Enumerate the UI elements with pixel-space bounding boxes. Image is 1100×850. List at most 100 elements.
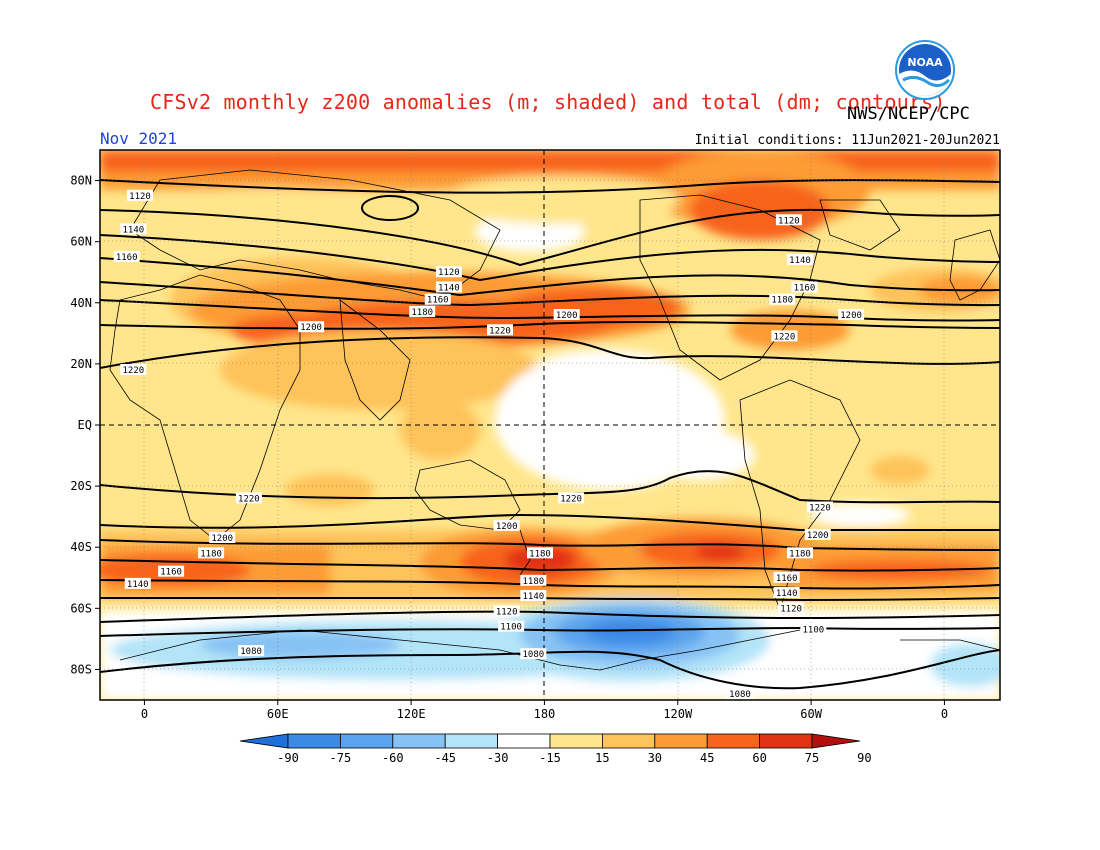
contour-label: 1220 (122, 366, 144, 376)
contour-label: 1160 (794, 284, 816, 294)
lon-tick-label: 0 (941, 707, 948, 721)
contour-label: 1200 (840, 311, 862, 321)
latitude-axis: 80N 60N 40N 20N EQ 20S 40S 60S 80S (70, 174, 100, 676)
colorbar-box (549, 733, 603, 749)
contour-label-box (498, 620, 525, 632)
contour-label-box (124, 577, 151, 589)
colorbar-box (602, 733, 656, 749)
initial-conditions: Initial conditions: 11Jun2021-20Jun2021 (694, 133, 1000, 148)
contour-label: 1180 (411, 308, 433, 318)
contour-label-box (238, 645, 265, 657)
chart-title: CFSv2 monthly z200 anomalies (m; shaded)… (150, 90, 946, 114)
lon-tick-label: 120E (397, 707, 426, 721)
contour-label-box (298, 321, 325, 333)
colorbar-label: 15 (595, 751, 609, 765)
lat-tick-label: 40S (70, 540, 92, 554)
contour-label-box (435, 266, 462, 278)
colorbar-label: 75 (805, 751, 819, 765)
contour-label-box (773, 571, 800, 583)
contour-label: 1140 (122, 225, 144, 235)
contour-label-box (838, 309, 865, 320)
contour-label: 1160 (776, 574, 798, 584)
contour-label: 1180 (771, 296, 793, 306)
contour-label: 1200 (556, 311, 578, 321)
contour-label: 1200 (300, 323, 322, 333)
contour-label-box (778, 602, 805, 614)
colorbar-label: -60 (382, 751, 404, 765)
colorbar-box (444, 733, 499, 749)
contour-label: 1200 (211, 534, 233, 544)
contour-label-box (727, 687, 753, 699)
contour-label: 1220 (774, 332, 796, 342)
contour-label: 1180 (529, 549, 551, 559)
contour-label: 1080 (522, 650, 544, 660)
lon-tick-label: 0 (141, 707, 148, 721)
contour-label-box (558, 492, 585, 504)
lat-tick-label: 80N (70, 174, 92, 188)
contour-label: 1120 (778, 216, 800, 226)
contour-label: 1200 (807, 531, 829, 541)
forecast-month: Nov 2021 (100, 129, 178, 148)
reference-lines (100, 150, 1000, 700)
lon-tick-label: 120W (663, 707, 693, 721)
colorbar-label: -45 (434, 751, 456, 765)
contour-label: 1100 (802, 626, 824, 636)
contour-label: 1100 (500, 623, 522, 633)
colorbar-label: -15 (539, 751, 561, 765)
colorbar-box (654, 733, 708, 749)
contour-label: 1140 (776, 589, 798, 599)
colorbar-arrow-left (239, 733, 289, 749)
contour-label-box (800, 623, 827, 635)
colorbar-label: -90 (277, 751, 299, 765)
contour-label: 1180 (522, 577, 544, 587)
contour-label-box (435, 281, 462, 293)
contour-label: 1160 (116, 253, 138, 263)
colorbar-box (287, 733, 341, 749)
colorbar-label: -30 (487, 751, 509, 765)
contour-label: 1140 (438, 284, 460, 294)
noaa-logo: NOAA (895, 40, 955, 100)
contour-label-box (127, 189, 153, 201)
colorbar-box (497, 733, 551, 749)
colorbar-label: 30 (648, 751, 662, 765)
lat-tick-label: 80S (70, 662, 92, 676)
contour-label-box (773, 587, 800, 599)
contour-label: 1160 (427, 296, 449, 306)
contour-label-box (120, 364, 147, 375)
contour-label: 1180 (200, 549, 222, 559)
contour-label-box (769, 293, 796, 305)
colorbar-box (392, 733, 446, 749)
lon-tick-label: 60W (800, 707, 822, 721)
contour-label: 1080 (240, 647, 262, 657)
contour-label-box (775, 214, 802, 226)
contour-label: 1160 (160, 568, 182, 578)
contour-label-box (409, 305, 436, 317)
contour-label-box (520, 648, 547, 660)
contour-label-box (807, 501, 833, 513)
contour-label: 1120 (780, 604, 802, 614)
contour-label-box (787, 547, 813, 559)
lat-tick-label: EQ (78, 418, 92, 432)
contour-label-box (520, 590, 547, 602)
contour-label-box (487, 324, 513, 336)
contour-label-box (527, 547, 553, 559)
colorbar-label: -75 (330, 751, 352, 765)
colorbar-box (759, 733, 813, 749)
colorbar-label: 60 (752, 751, 766, 765)
colorbar-label: 45 (700, 751, 714, 765)
contour-label: 1120 (496, 607, 518, 617)
map-plot-area: 1120114011601200122011201140116011801220… (100, 150, 1000, 700)
contour-labels: 1120114011601200122011201140116011801220… (113, 189, 865, 700)
contour-label: 1220 (238, 494, 260, 504)
contour-label: 1220 (560, 494, 582, 504)
contour-label-box (113, 250, 140, 262)
lat-tick-label: 40N (70, 296, 92, 310)
contour-label-box (424, 293, 451, 305)
colorbar-arrow-right (811, 733, 861, 749)
contour-label: 1120 (438, 268, 460, 278)
contour-label-box (209, 532, 236, 544)
contour-label-box (235, 492, 262, 504)
coastlines (109, 169, 1000, 671)
contour-label-box (120, 223, 147, 235)
